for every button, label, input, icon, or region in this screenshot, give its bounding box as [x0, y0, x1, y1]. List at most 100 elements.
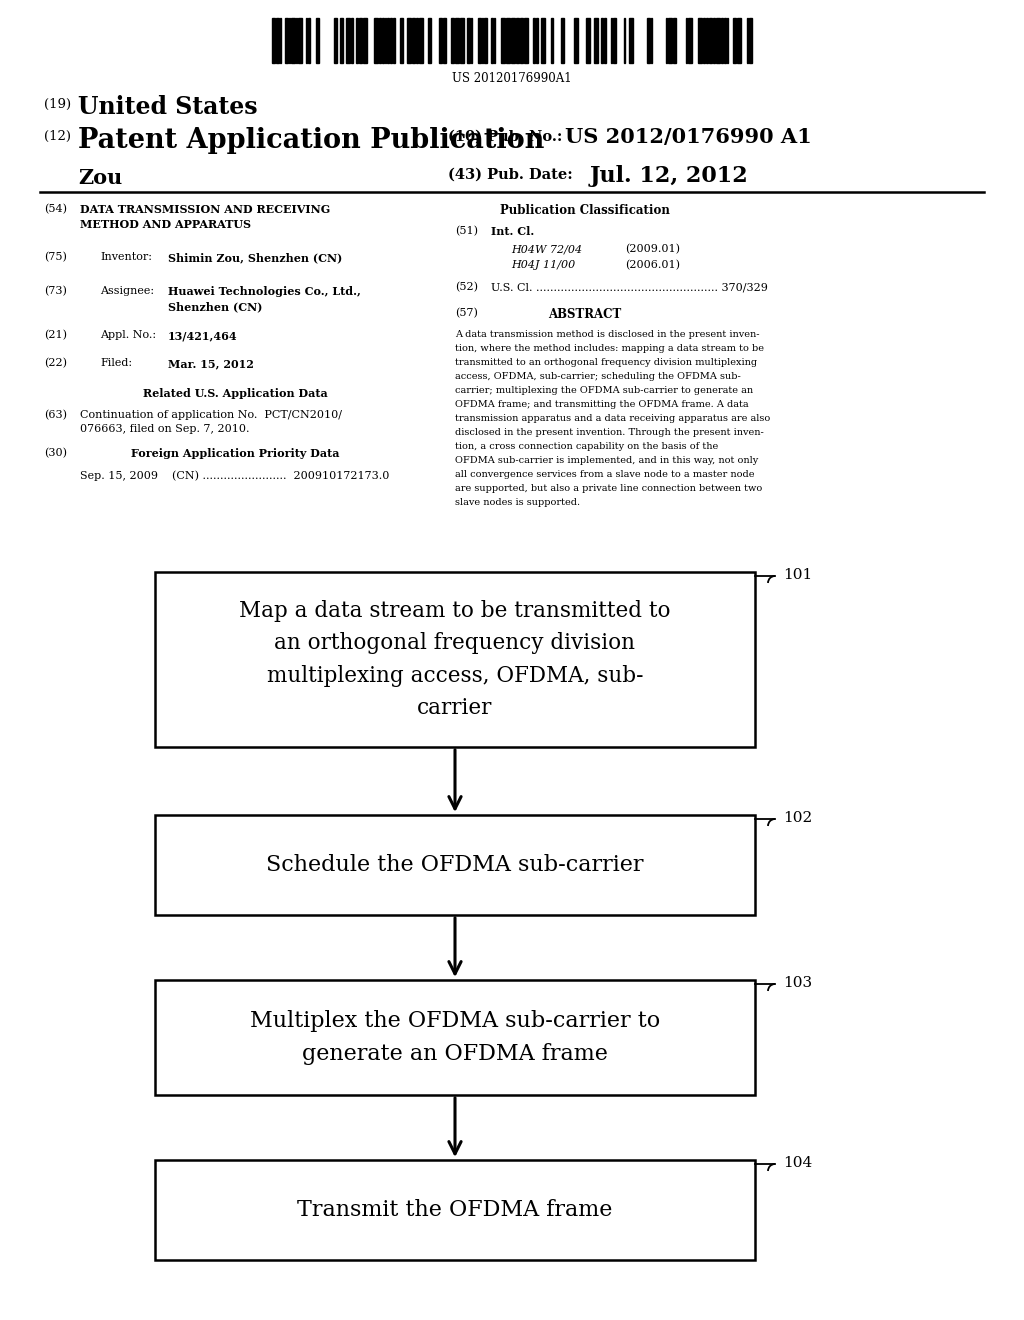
Bar: [308, 18, 310, 63]
Bar: [276, 18, 279, 63]
Bar: [155, 814, 755, 915]
Text: Appl. No.:: Appl. No.:: [100, 330, 156, 341]
Bar: [629, 18, 633, 63]
Bar: [407, 18, 411, 63]
Text: transmission apparatus and a data receiving apparatus are also: transmission apparatus and a data receiv…: [455, 414, 770, 422]
Bar: [478, 18, 481, 63]
Text: tion, where the method includes: mapping a data stream to be: tion, where the method includes: mapping…: [455, 345, 764, 352]
Text: all convergence services from a slave node to a master node: all convergence services from a slave no…: [455, 470, 755, 479]
Text: (73): (73): [44, 286, 67, 296]
Text: (30): (30): [44, 447, 67, 458]
Bar: [501, 18, 505, 63]
Text: disclosed in the present invention. Through the present inven-: disclosed in the present invention. Thro…: [455, 428, 764, 437]
Bar: [382, 18, 384, 63]
Bar: [272, 18, 275, 63]
Text: (10) Pub. No.:: (10) Pub. No.:: [449, 129, 562, 144]
Text: slave nodes is supported.: slave nodes is supported.: [455, 498, 581, 507]
Text: Int. Cl.: Int. Cl.: [490, 226, 535, 238]
Text: U.S. Cl. .................................................... 370/329: U.S. Cl. ...............................…: [490, 282, 768, 292]
Text: US 2012/0176990 A1: US 2012/0176990 A1: [565, 127, 812, 147]
Bar: [390, 18, 392, 63]
Bar: [541, 18, 545, 63]
Bar: [749, 18, 752, 63]
Bar: [709, 18, 712, 63]
Text: (2006.01): (2006.01): [625, 260, 680, 271]
Text: Inventor:: Inventor:: [100, 252, 152, 261]
Text: (54): (54): [44, 205, 67, 214]
Bar: [647, 18, 650, 63]
Bar: [574, 18, 578, 63]
Bar: [673, 18, 676, 63]
Bar: [703, 18, 705, 63]
Text: Related U.S. Application Data: Related U.S. Application Data: [142, 388, 328, 399]
Bar: [551, 18, 553, 63]
Bar: [668, 18, 672, 63]
Bar: [428, 18, 431, 63]
Text: OFDMA frame; and transmitting the OFDMA frame. A data: OFDMA frame; and transmitting the OFDMA …: [455, 400, 749, 409]
Bar: [601, 18, 603, 63]
Bar: [387, 18, 389, 63]
Text: OFDMA sub-carrier is implemented, and in this way, not only: OFDMA sub-carrier is implemented, and in…: [455, 455, 758, 465]
Bar: [298, 18, 302, 63]
Text: (2009.01): (2009.01): [625, 244, 680, 255]
Bar: [724, 18, 726, 63]
Text: 102: 102: [783, 810, 812, 825]
Text: Mar. 15, 2012: Mar. 15, 2012: [168, 358, 254, 370]
Bar: [291, 18, 295, 63]
Bar: [351, 18, 353, 63]
Text: 104: 104: [783, 1156, 812, 1170]
Bar: [455, 18, 459, 63]
Bar: [520, 18, 523, 63]
Text: access, OFDMA, sub-carrier; scheduling the OFDMA sub-: access, OFDMA, sub-carrier; scheduling t…: [455, 372, 740, 381]
Bar: [716, 18, 720, 63]
Bar: [451, 18, 454, 63]
Bar: [416, 18, 418, 63]
Bar: [356, 18, 358, 63]
Bar: [393, 18, 395, 63]
Text: Assignee:: Assignee:: [100, 286, 155, 296]
Text: Foreign Application Priority Data: Foreign Application Priority Data: [131, 447, 339, 459]
Bar: [586, 18, 590, 63]
Text: DATA TRANSMISSION AND RECEIVING
METHOD AND APPARATUS: DATA TRANSMISSION AND RECEIVING METHOD A…: [80, 205, 331, 231]
Text: (75): (75): [44, 252, 67, 263]
Text: (19): (19): [44, 98, 71, 111]
Text: Filed:: Filed:: [100, 358, 132, 368]
Bar: [419, 18, 423, 63]
Text: (51): (51): [455, 226, 478, 236]
Bar: [594, 18, 598, 63]
Bar: [362, 18, 367, 63]
Bar: [524, 18, 528, 63]
Bar: [561, 18, 564, 63]
Bar: [506, 18, 510, 63]
Text: Publication Classification: Publication Classification: [500, 205, 670, 216]
Bar: [536, 18, 538, 63]
Text: 103: 103: [783, 975, 812, 990]
Text: United States: United States: [78, 95, 258, 119]
Text: Sep. 15, 2009    (CN) ........................  200910172173.0: Sep. 15, 2009 (CN) .....................…: [80, 470, 389, 480]
Bar: [412, 18, 415, 63]
Bar: [155, 572, 755, 747]
Bar: [443, 18, 446, 63]
Text: Jul. 12, 2012: Jul. 12, 2012: [590, 165, 749, 187]
Text: Huawei Technologies Co., Ltd.,
Shenzhen (CN): Huawei Technologies Co., Ltd., Shenzhen …: [168, 286, 360, 313]
Bar: [737, 18, 741, 63]
Bar: [613, 18, 616, 63]
Bar: [467, 18, 470, 63]
Bar: [534, 18, 535, 63]
Bar: [155, 979, 755, 1096]
Text: 101: 101: [783, 568, 812, 582]
Text: Map a data stream to be transmitted to
an orthogonal frequency division
multiple: Map a data stream to be transmitted to a…: [240, 601, 671, 719]
Text: (43) Pub. Date:: (43) Pub. Date:: [449, 168, 572, 182]
Bar: [484, 18, 487, 63]
Bar: [511, 18, 515, 63]
Text: Patent Application Publication: Patent Application Publication: [78, 127, 545, 154]
Text: Multiplex the OFDMA sub-carrier to
generate an OFDMA frame: Multiplex the OFDMA sub-carrier to gener…: [250, 1010, 660, 1065]
Text: (12): (12): [44, 129, 71, 143]
Bar: [316, 18, 319, 63]
Text: (57): (57): [455, 308, 478, 318]
Text: (63): (63): [44, 411, 67, 420]
Text: US 20120176990A1: US 20120176990A1: [453, 73, 571, 84]
Bar: [713, 18, 715, 63]
Bar: [155, 1160, 755, 1261]
Bar: [721, 18, 723, 63]
